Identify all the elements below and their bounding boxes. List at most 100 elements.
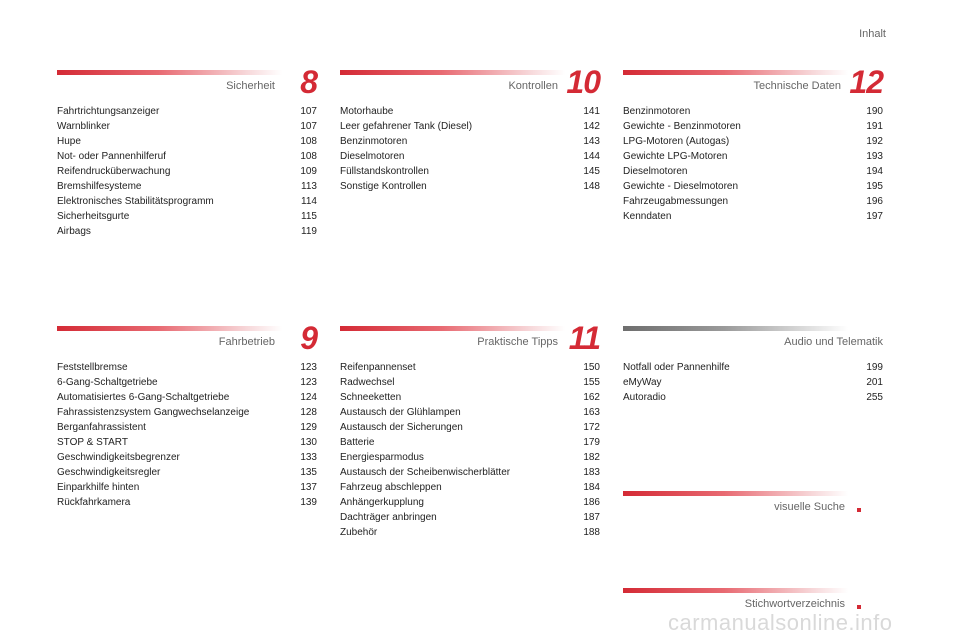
toc-entry[interactable]: Füllstandskontrollen 145 bbox=[340, 164, 600, 179]
toc-entry-page: 162 bbox=[583, 392, 600, 403]
section-visuelle-suche: visuelle Suche bbox=[623, 491, 883, 523]
toc-entry[interactable]: Batterie 179 bbox=[340, 435, 600, 450]
section-praktische-tipps: Praktische Tipps 11 Reifenpannenset 150 Ra… bbox=[340, 320, 601, 540]
toc-entry[interactable]: Hupe 108 bbox=[57, 134, 317, 149]
toc-entry-page: 193 bbox=[866, 151, 883, 162]
toc-entry[interactable]: Anhängerkupplung 186 bbox=[340, 495, 600, 510]
page-header-title[interactable]: Inhalt bbox=[859, 28, 886, 40]
toc-entry[interactable]: Sicherheitsgurte 115 bbox=[57, 209, 317, 224]
toc-entry[interactable]: Autoradio 255 bbox=[623, 390, 883, 405]
section-number[interactable]: 12 bbox=[849, 64, 884, 100]
toc-entry-label: Autoradio bbox=[623, 392, 666, 403]
toc-entry[interactable]: Rückfahrkamera 139 bbox=[57, 495, 317, 510]
toc-entry-page: 150 bbox=[583, 362, 600, 373]
toc-entry-label: Notfall oder Pannenhilfe bbox=[623, 362, 730, 373]
toc-entry-page: 190 bbox=[866, 106, 883, 117]
toc-entry-label: Austausch der Glühlampen bbox=[340, 407, 461, 418]
toc-entry[interactable]: Zubehör 188 bbox=[340, 525, 600, 540]
toc-entry[interactable]: Warnblinker 107 bbox=[57, 119, 317, 134]
toc-entry-page: 123 bbox=[300, 362, 317, 373]
section-number[interactable]: 10 bbox=[566, 64, 601, 100]
toc-entry[interactable]: Motorhaube 141 bbox=[340, 104, 600, 119]
toc-entry[interactable]: Geschwindigkeitsregler 135 bbox=[57, 465, 317, 480]
section-title[interactable]: Sicherheit bbox=[226, 80, 275, 92]
toc-entry[interactable]: Sonstige Kontrollen 148 bbox=[340, 179, 600, 194]
toc-entry[interactable]: LPG-Motoren (Autogas) 192 bbox=[623, 134, 883, 149]
section-number[interactable]: 9 bbox=[300, 320, 318, 356]
toc-entry-label: Kenndaten bbox=[623, 211, 672, 222]
toc-entry-page: 187 bbox=[583, 512, 600, 523]
toc-entry-label: Feststellbremse bbox=[57, 362, 128, 373]
toc-entry[interactable]: 6-Gang-Schaltgetriebe 123 bbox=[57, 375, 317, 390]
toc-entry-label: Fahrzeugabmessungen bbox=[623, 196, 729, 207]
toc-entry-page: 123 bbox=[300, 377, 317, 388]
toc-entry[interactable]: Fahrassistenzsystem Gangwechselanzeige 12… bbox=[57, 405, 317, 420]
toc-entry[interactable]: Geschwindigkeitsbegrenzer 133 bbox=[57, 450, 317, 465]
toc-entry[interactable]: Radwechsel 155 bbox=[340, 375, 600, 390]
toc-entry[interactable]: Reifenpannenset 150 bbox=[340, 360, 600, 375]
toc-entry[interactable]: Fahrzeugabmessungen 196 bbox=[623, 194, 883, 209]
toc-entry[interactable]: Benzinmotoren 143 bbox=[340, 134, 600, 149]
toc-entry[interactable]: Austausch der Scheibenwischerblätter 183 bbox=[340, 465, 600, 480]
toc-entry-label: Sicherheitsgurte bbox=[57, 211, 130, 222]
section-title[interactable]: Praktische Tipps bbox=[477, 336, 558, 348]
toc-entry-page: 137 bbox=[300, 482, 317, 493]
toc-entry-page: 182 bbox=[583, 452, 600, 463]
toc-entry-page: 199 bbox=[866, 362, 883, 373]
toc-entry-label: Austausch der Scheibenwischerblätter bbox=[340, 467, 511, 478]
toc-entry[interactable]: Fahrtrichtungsanzeiger 107 bbox=[57, 104, 317, 119]
section-title[interactable]: Fahrbetrieb bbox=[218, 336, 275, 348]
toc-entry-label: Dachträger anbringen bbox=[340, 512, 437, 523]
toc-entry-label: Schneeketten bbox=[340, 392, 402, 403]
toc-entry-label: Berganfahrassistent bbox=[57, 422, 146, 433]
toc-entry[interactable]: Elektronisches Stabilitätsprogramm 114 bbox=[57, 194, 317, 209]
toc-entry[interactable]: Dieselmotoren 144 bbox=[340, 149, 600, 164]
toc-entry[interactable]: Energiesparmodus 182 bbox=[340, 450, 600, 465]
toc-entry-page: 201 bbox=[866, 377, 883, 388]
toc-entry[interactable]: Leer gefahrener Tank (Diesel) 142 bbox=[340, 119, 600, 134]
toc-entry[interactable]: Bremshilfesysteme 113 bbox=[57, 179, 317, 194]
toc-entry[interactable]: STOP & START 130 bbox=[57, 435, 317, 450]
toc-entry[interactable]: Gewichte LPG-Motoren 193 bbox=[623, 149, 883, 164]
toc-entry[interactable]: eMyWay 201 bbox=[623, 375, 883, 390]
toc-entry-page: 124 bbox=[300, 392, 317, 403]
toc-entry[interactable]: Austausch der Sicherungen 172 bbox=[340, 420, 600, 435]
toc-entry[interactable]: Not- oder Pannenhilferuf 108 bbox=[57, 149, 317, 164]
toc-entry[interactable]: Berganfahrassistent 129 bbox=[57, 420, 317, 435]
toc-entry-label: Anhängerkupplung bbox=[340, 497, 424, 508]
toc-entry[interactable]: Feststellbremse 123 bbox=[57, 360, 317, 375]
section-number[interactable]: 11 bbox=[568, 320, 601, 356]
toc-entry-page: 142 bbox=[583, 121, 600, 132]
toc-entry-page: 108 bbox=[300, 151, 317, 162]
toc-entry[interactable]: Dieselmotoren 194 bbox=[623, 164, 883, 179]
toc-entry-label: Fahrassistenzsystem Gangwechselanzeige bbox=[57, 407, 250, 418]
section-title[interactable]: Stichwortverzeichnis bbox=[744, 598, 845, 610]
section-title[interactable]: Kontrollen bbox=[508, 80, 558, 92]
toc-entry[interactable]: Einparkhilfe hinten 137 bbox=[57, 480, 317, 495]
toc-entry[interactable]: Reifendrucküberwachung 109 bbox=[57, 164, 317, 179]
toc-entry-label: Elektronisches Stabilitätsprogramm bbox=[57, 196, 214, 207]
toc-entry[interactable]: Kenndaten 197 bbox=[623, 209, 883, 224]
toc-entry[interactable]: Notfall oder Pannenhilfe 199 bbox=[623, 360, 883, 375]
toc-entry[interactable]: Fahrzeug abschleppen 184 bbox=[340, 480, 600, 495]
toc-entry-page: 114 bbox=[301, 196, 317, 207]
toc-entry[interactable]: Airbags 119 bbox=[57, 224, 317, 239]
toc-entry[interactable]: Schneeketten 162 bbox=[340, 390, 600, 405]
toc-entry[interactable]: Dachträger anbringen 187 bbox=[340, 510, 600, 525]
toc-entry[interactable]: Gewichte - Dieselmotoren 195 bbox=[623, 179, 883, 194]
toc-entry[interactable]: Automatisiertes 6-Gang-Schaltgetriebe 124 bbox=[57, 390, 317, 405]
section-bar bbox=[57, 70, 282, 75]
toc-entry-page: 255 bbox=[866, 392, 883, 403]
section-title[interactable]: visuelle Suche bbox=[774, 501, 845, 513]
section-title[interactable]: Audio und Telematik bbox=[784, 336, 883, 348]
toc-entry[interactable]: Gewichte - Benzinmotoren 191 bbox=[623, 119, 883, 134]
section-number[interactable]: 8 bbox=[300, 64, 318, 100]
section-title[interactable]: Technische Daten bbox=[753, 80, 841, 92]
red-square-icon bbox=[857, 605, 861, 609]
section-header: Stichwortverzeichnis bbox=[623, 588, 883, 620]
toc-entry[interactable]: Benzinmotoren 190 bbox=[623, 104, 883, 119]
toc-entry-label: Füllstandskontrollen bbox=[340, 166, 429, 177]
section-header: visuelle Suche bbox=[623, 491, 883, 523]
toc-entry[interactable]: Austausch der Glühlampen 163 bbox=[340, 405, 600, 420]
section-sicherheit: Sicherheit 8 Fahrtrichtungsanzeiger 107 Wa… bbox=[57, 64, 318, 239]
